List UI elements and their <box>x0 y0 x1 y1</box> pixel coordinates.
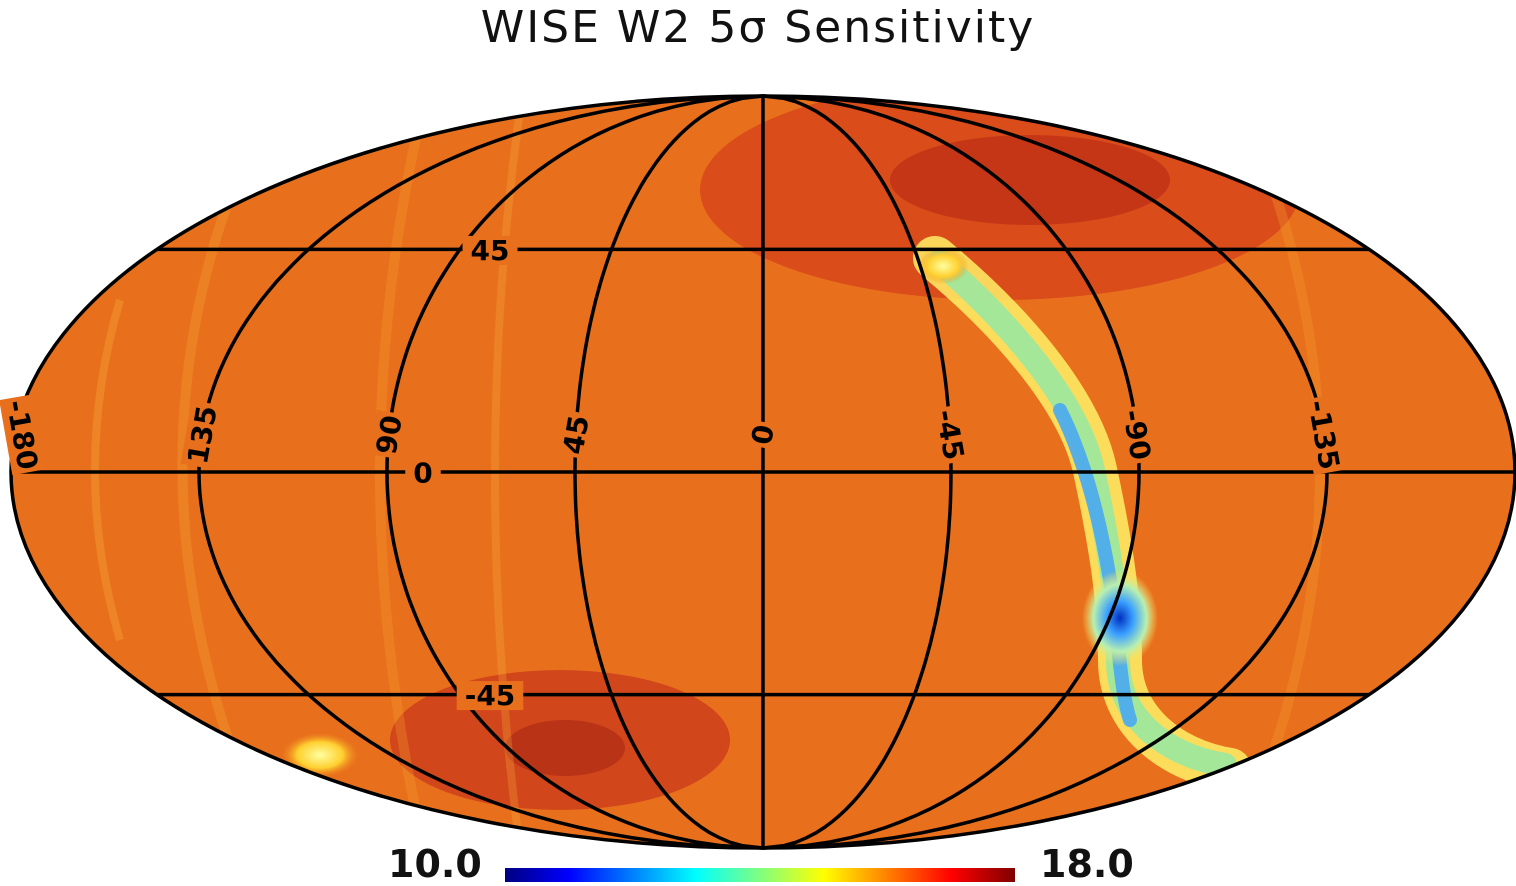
meridian-label-backing <box>928 404 972 466</box>
meridian-label-backing <box>1115 404 1158 466</box>
parallel-label: -45 <box>465 679 516 712</box>
parallel-label-backing <box>462 235 518 265</box>
scan-streak <box>491 109 524 848</box>
colorbar-max-label: 18.0 <box>1040 842 1134 886</box>
meridian-label-backing <box>555 409 597 460</box>
graticule <box>9 94 1516 850</box>
meridian-label-backing <box>369 409 410 460</box>
dark-region-south-core <box>505 720 625 776</box>
colorbar-gradient <box>505 868 1015 882</box>
map-title: WISE W2 5σ Sensitivity <box>480 2 1036 53</box>
meridian-label: 90 <box>370 413 409 457</box>
dark-region-north-core <box>890 135 1170 225</box>
sky-data-layer <box>11 96 1515 848</box>
parallel-label-backing <box>405 458 441 488</box>
meridian-label: 45 <box>556 413 595 457</box>
colorbar-min-label: 10.0 <box>388 842 482 886</box>
parallel-label-backing <box>456 681 524 711</box>
colorbar <box>505 868 1015 882</box>
meridian-label-backing <box>744 419 782 451</box>
parallel-label: 45 <box>471 234 510 267</box>
yellow-spot-south <box>282 733 358 777</box>
galactic-center-spot <box>1082 570 1158 666</box>
parallel-label: 0 <box>413 457 432 490</box>
meridian-label-backing <box>1300 394 1347 476</box>
yellow-spot-north <box>917 248 969 284</box>
meridian-label-backing <box>0 394 45 476</box>
meridian-label-backing <box>180 400 225 470</box>
scan-streak <box>177 168 255 802</box>
scan-streak <box>91 298 124 642</box>
